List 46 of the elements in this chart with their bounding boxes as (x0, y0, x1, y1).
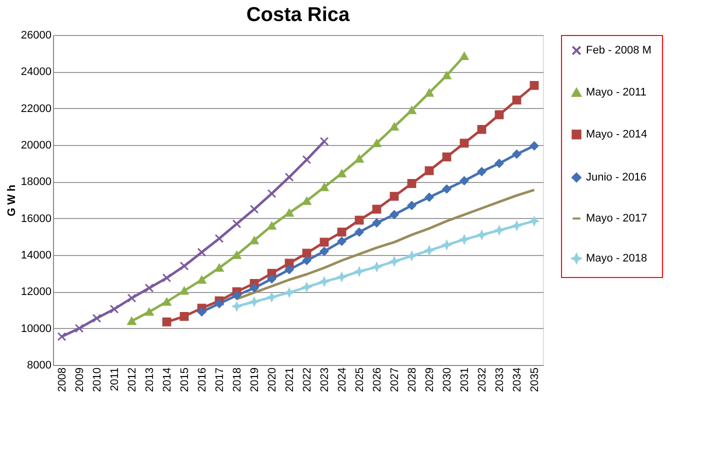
x-tick-label: 2029 (424, 368, 436, 392)
x-tick-label: 2023 (318, 368, 331, 392)
y-tick-label: 26000 (20, 30, 52, 42)
y-tick-label: 24000 (20, 66, 52, 78)
y-tick-label: 10000 (20, 322, 52, 335)
legend-label: Mayo - 2011 (586, 86, 646, 98)
x-tick-label: 2015 (178, 368, 191, 392)
x-tick-label: 2011 (108, 368, 121, 392)
x-tick-label: 2035 (528, 368, 541, 392)
legend-label: Feb - 2008 M (586, 44, 652, 56)
y-tick-label: 22000 (20, 102, 52, 115)
x-tick-label: 2030 (441, 368, 454, 392)
y-tick-label: 8000 (27, 360, 52, 372)
y-tick-label: 12000 (20, 286, 52, 298)
x-tick-label: 2012 (126, 368, 138, 392)
x-tick-label: 2016 (196, 368, 208, 392)
x-tick-label: 2010 (91, 368, 104, 392)
x-tick-label: 2025 (354, 368, 366, 392)
x-tick-label: 2009 (74, 368, 86, 392)
x-tick-label: 2032 (476, 368, 488, 392)
chart-title: Costa Rica (246, 4, 351, 26)
x-tick-label: 2034 (511, 368, 524, 392)
x-tick-label: 2017 (214, 368, 226, 392)
legend-label: Mayo - 2014 (586, 128, 648, 140)
legend-label: Mayo - 2018 (586, 252, 648, 264)
x-tick-label: 2021 (284, 368, 296, 392)
x-tick-label: 2026 (371, 368, 384, 392)
legend-label: Mayo - 2017 (586, 212, 648, 224)
y-tick-label: 18000 (20, 176, 52, 188)
x-tick-label: 2033 (494, 368, 506, 392)
x-tick-label: 2008 (56, 368, 68, 392)
x-tick-label: 2027 (388, 368, 401, 392)
y-tick-label: 14000 (20, 250, 52, 262)
x-tick-label: 2031 (458, 368, 471, 392)
legend-label: Junio - 2016 (586, 172, 647, 184)
x-tick-label: 2014 (161, 368, 174, 392)
x-tick-label: 2013 (144, 368, 156, 392)
y-tick-label: 16000 (20, 212, 52, 225)
x-tick-label: 2024 (336, 368, 348, 392)
x-tick-label: 2028 (406, 368, 418, 392)
y-tick-label: 20000 (20, 140, 52, 152)
x-tick-label: 2020 (266, 368, 278, 392)
x-tick-label: 2022 (301, 368, 314, 392)
x-tick-label: 2018 (231, 368, 244, 392)
y-axis-title: G W h (6, 184, 18, 216)
x-tick-label: 2019 (248, 368, 261, 392)
